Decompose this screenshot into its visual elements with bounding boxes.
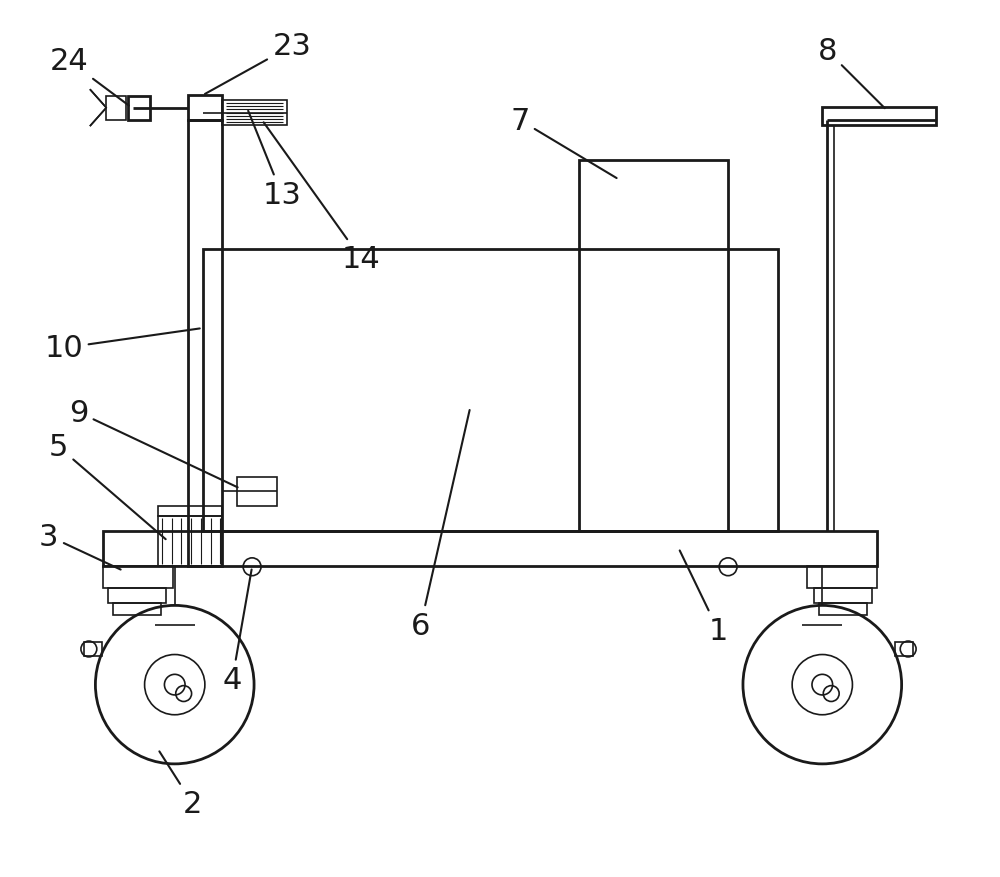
Bar — [158, 517, 222, 567]
Text: 4: 4 — [223, 570, 252, 695]
Bar — [203, 250, 778, 531]
Text: 10: 10 — [44, 329, 200, 363]
Bar — [103, 567, 173, 588]
Bar — [106, 96, 126, 120]
Text: 14: 14 — [264, 123, 381, 274]
Text: 7: 7 — [510, 106, 617, 179]
Bar — [113, 603, 161, 616]
Text: 13: 13 — [248, 111, 301, 210]
Bar — [108, 588, 166, 603]
Bar — [188, 121, 222, 567]
Bar — [222, 101, 287, 126]
Bar — [158, 507, 222, 517]
Text: 1: 1 — [680, 551, 728, 645]
Text: 9: 9 — [69, 398, 238, 488]
Text: 24: 24 — [49, 47, 129, 106]
Bar — [822, 108, 936, 126]
Text: 8: 8 — [818, 37, 885, 109]
Bar — [188, 96, 222, 121]
Text: 6: 6 — [411, 410, 470, 640]
Bar — [128, 96, 150, 120]
Text: 2: 2 — [159, 752, 202, 818]
Bar — [819, 603, 867, 616]
Bar — [814, 588, 872, 603]
Text: 23: 23 — [205, 32, 311, 95]
Bar — [807, 567, 877, 588]
Bar — [237, 477, 277, 507]
Bar — [895, 642, 913, 656]
Text: 3: 3 — [39, 522, 121, 570]
Bar — [579, 160, 728, 531]
Bar — [84, 642, 102, 656]
Polygon shape — [90, 90, 106, 126]
Bar — [103, 531, 877, 567]
Text: 5: 5 — [49, 433, 166, 539]
